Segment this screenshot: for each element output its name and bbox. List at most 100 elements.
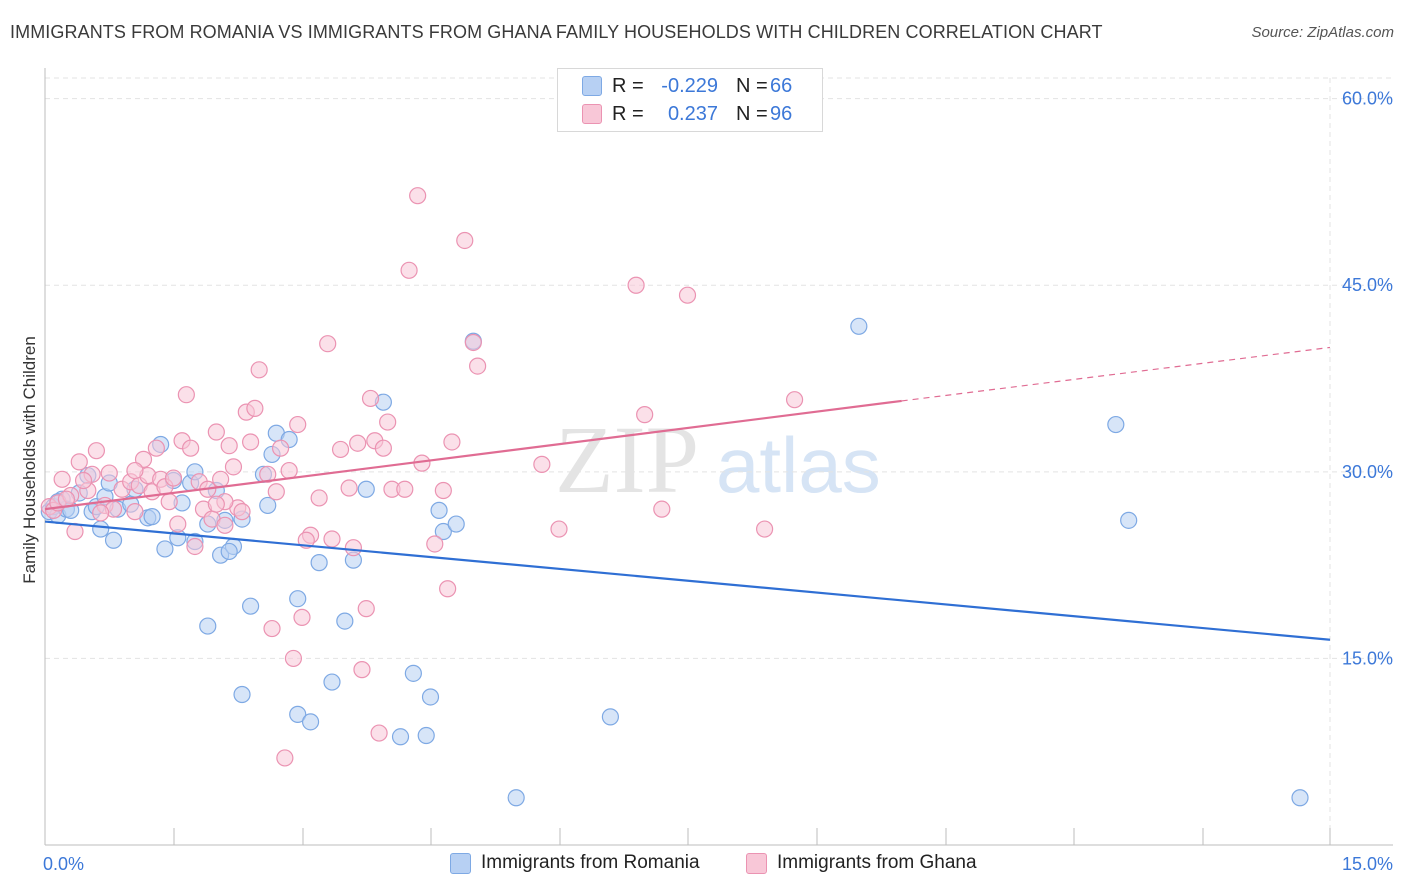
data-point (263, 619, 281, 638)
tick-labels: 15.0% 30.0% 45.0% 60.0% 0.0% 15.0% (43, 89, 1393, 874)
data-point (199, 617, 217, 635)
data-point (374, 439, 392, 457)
series-points-ghana (40, 187, 804, 767)
data-point (323, 673, 341, 691)
data-point (349, 434, 367, 452)
data-point (1291, 789, 1309, 807)
trend-lines (44, 346, 1331, 641)
data-point (370, 724, 388, 742)
source-label: Source: ZipAtlas.com (1251, 24, 1394, 41)
trend-line (44, 520, 1331, 641)
data-point (284, 649, 303, 668)
data-point (421, 688, 440, 706)
data-point (104, 531, 123, 549)
series-label-ghana: Immigrants from Ghana (777, 852, 977, 873)
data-point (336, 612, 354, 630)
data-point (242, 597, 260, 615)
x-tick-label: 0.0% (43, 854, 84, 874)
data-point (212, 470, 230, 488)
legend-n-value-ghana: 96 (770, 102, 793, 125)
data-point (396, 480, 414, 498)
data-point (353, 661, 371, 679)
legend-r-value-romania: -0.229 (661, 74, 718, 97)
data-point (53, 470, 71, 488)
data-point (439, 580, 457, 598)
data-point (310, 554, 328, 572)
legend-n-value-romania: 66 (770, 74, 793, 97)
y-tick-label: 60.0% (1342, 89, 1393, 109)
data-point (177, 386, 195, 404)
data-point (92, 504, 110, 522)
data-point (627, 276, 645, 294)
trend-line (44, 399, 902, 511)
legend-row-romania: R = -0.229 N = 66 (582, 73, 792, 99)
data-point (289, 590, 307, 608)
data-point (100, 464, 118, 482)
data-point (250, 361, 268, 379)
data-point (143, 508, 161, 526)
data-point (319, 335, 337, 353)
data-point (289, 415, 307, 434)
legend-r-label: R = (612, 74, 644, 97)
data-point (186, 537, 204, 556)
correlation-legend: R = -0.229 N = 66 R = 0.237 N = 96 (557, 68, 823, 132)
data-point (636, 406, 654, 424)
gridlines (45, 77, 1393, 845)
data-point (92, 520, 110, 538)
data-point (207, 495, 225, 513)
chart-title: IMMIGRANTS FROM ROMANIA VS IMMIGRANTS FR… (10, 22, 1103, 42)
data-point (182, 439, 200, 457)
data-point (653, 500, 671, 518)
data-point (426, 535, 444, 553)
data-point (169, 515, 187, 533)
data-point (323, 530, 341, 548)
y-axis-label: Family Households with Children (20, 336, 39, 584)
data-point (443, 433, 461, 451)
series-legend-ghana: Immigrants from Ghana (746, 852, 977, 874)
watermark-zip: ZIP (555, 406, 699, 513)
data-point (242, 433, 260, 451)
data-point (379, 413, 397, 431)
data-point (233, 685, 251, 704)
data-point (276, 749, 294, 767)
data-point (156, 540, 174, 558)
data-point (678, 286, 697, 304)
series-swatch-romania (450, 852, 471, 874)
data-point (1120, 511, 1138, 529)
data-point (404, 664, 422, 682)
data-point (147, 439, 165, 457)
data-point (533, 455, 551, 473)
data-point (126, 461, 144, 480)
data-point (293, 608, 311, 626)
axes (44, 68, 1393, 846)
data-point (160, 493, 178, 511)
data-point (164, 469, 183, 487)
data-point (391, 728, 410, 746)
legend-swatch-ghana (582, 104, 602, 124)
data-point (361, 389, 380, 408)
data-point (409, 187, 427, 205)
watermark: ZIP atlas (555, 406, 881, 513)
legend-r-value-ghana: 0.237 (667, 102, 718, 125)
data-point (344, 539, 362, 557)
data-point (271, 439, 290, 457)
data-point (331, 440, 350, 459)
data-point (469, 357, 487, 375)
y-tick-label: 15.0% (1342, 648, 1393, 668)
data-point (220, 437, 238, 455)
data-point (755, 520, 774, 538)
data-point (400, 261, 418, 279)
data-point (259, 465, 277, 483)
data-point (434, 522, 452, 541)
legend-row-ghana: R = 0.237 N = 96 (582, 101, 792, 127)
series-label-romania: Immigrants from Romania (481, 852, 700, 873)
data-point (233, 503, 251, 521)
data-point (417, 726, 435, 745)
data-point (87, 442, 106, 460)
data-point (289, 705, 307, 723)
data-point (310, 489, 328, 507)
legend-n-label: N = (736, 74, 768, 97)
legend-n-label: N = (736, 102, 768, 125)
data-point (267, 483, 285, 501)
